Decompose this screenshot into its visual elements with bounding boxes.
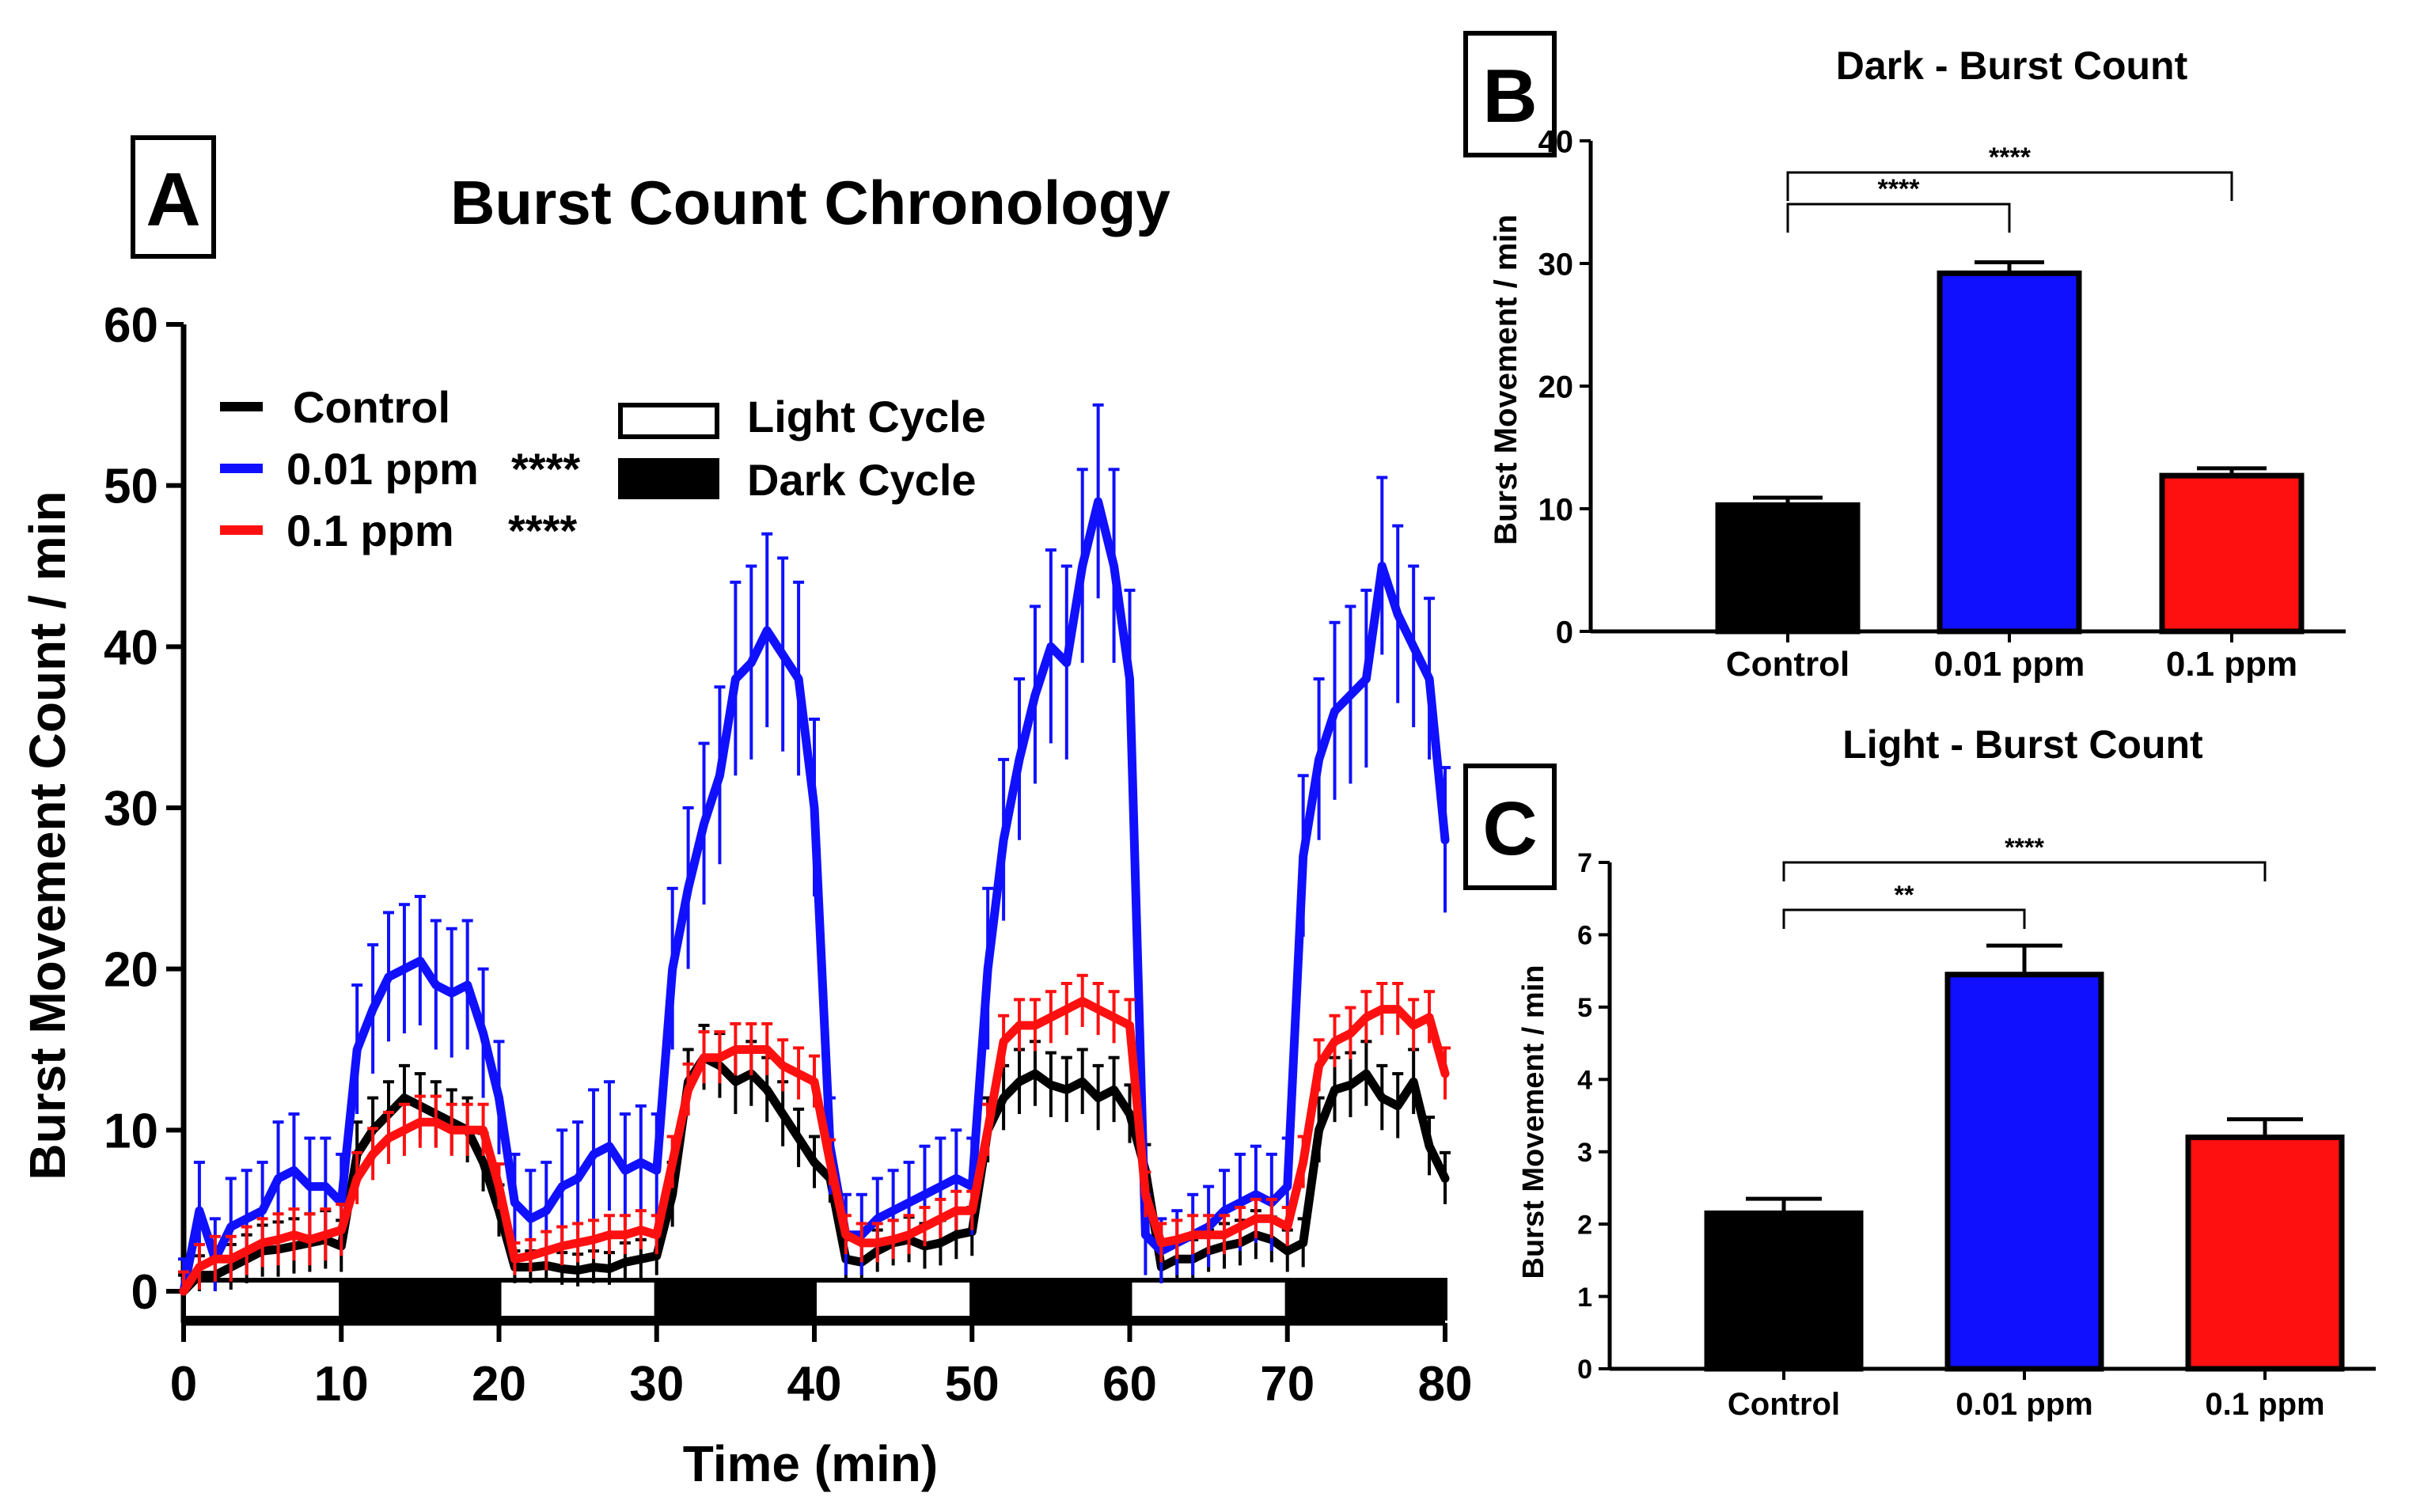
panel-c-significance-bracket <box>1782 908 2026 929</box>
series-control-line <box>179 1053 1450 1296</box>
panel-c-bar-chart: C Light - Burst Count Burst Movement / m… <box>1463 722 2376 1422</box>
panel-a-x-axis-label: Time (min) <box>683 1435 938 1492</box>
panel-c-y-axis-label: Burst Movement / min <box>1517 965 1550 1279</box>
panel-a-letter: A <box>146 157 200 242</box>
panel-c-significance-label: ** <box>1895 881 1914 909</box>
panel-a-x-tick-label: 60 <box>1102 1357 1157 1412</box>
panel-c-y-tick-label: 7 <box>1577 848 1592 878</box>
series-0-01-ppm-line <box>179 497 1450 1296</box>
panel-b-bar-0-01-ppm <box>1937 270 2082 635</box>
panel-c-bar-control <box>1704 1210 1864 1372</box>
panel-b-y-tick-label: 10 <box>1538 492 1574 527</box>
panel-c-y-tick-label: 6 <box>1577 921 1592 951</box>
panel-c-letter: C <box>1482 786 1537 871</box>
legend-sig-0-01-ppm: **** <box>511 444 580 494</box>
legend-swatch-light-cycle <box>618 403 719 439</box>
panel-b-bar-0-1-ppm <box>2159 472 2305 635</box>
panel-b-category-label: 0.01 ppm <box>1934 645 2085 684</box>
panel-b-significance-label: **** <box>1989 142 2032 172</box>
panel-c-y-tick-label: 3 <box>1577 1138 1592 1168</box>
cycle-bar-light <box>181 1278 344 1321</box>
panel-b-bar-chart: B Dark - Burst Count Burst Movement / mi… <box>1463 31 2346 684</box>
panel-b-letter-box <box>1463 31 1557 157</box>
legend-label-0-1-ppm: 0.1 ppm <box>286 506 454 555</box>
cycle-bar-dark <box>339 1278 502 1321</box>
panel-a-x-tick-label: 10 <box>314 1357 369 1412</box>
panel-b-bar-control <box>1715 502 1861 635</box>
legend-sig-0-1-ppm: **** <box>508 506 577 555</box>
panel-c-y-tick-label: 0 <box>1577 1355 1592 1385</box>
panel-b-y-tick-label: 30 <box>1538 247 1574 282</box>
panel-c-title: Light - Burst Count <box>1842 722 2203 767</box>
panel-c-y-tick-label: 2 <box>1577 1210 1592 1240</box>
panel-b-significance-bracket <box>1786 203 2011 233</box>
legend-label-0-01-ppm: 0.01 ppm <box>286 444 479 494</box>
panel-c-letter-box <box>1463 764 1557 890</box>
panel-c-category-label: Control <box>1728 1387 1840 1422</box>
legend-label-light-cycle: Light Cycle <box>747 392 986 441</box>
panel-a-legend: Control 0.01 ppm **** 0.1 ppm **** Light… <box>220 382 986 555</box>
panel-b-y-tick-label: 20 <box>1538 369 1574 404</box>
series-0-01-ppm <box>178 403 1451 1296</box>
panel-a-x-tick-label: 40 <box>787 1357 842 1412</box>
panel-a-y-axis-label: Burst Movement Count / min <box>19 491 76 1180</box>
panel-c-category-label: 0.1 ppm <box>2205 1387 2324 1422</box>
panel-a-y-tick-label: 30 <box>104 782 158 836</box>
panel-a-x-tick-label: 0 <box>170 1357 197 1412</box>
panel-b-letter: B <box>1482 54 1537 138</box>
panel-a-x-tick-label: 30 <box>629 1357 684 1412</box>
panel-c-significance-label: **** <box>2005 833 2044 862</box>
cycle-bar-dark <box>1284 1278 1447 1321</box>
panel-a-x-tick-label: 50 <box>945 1357 1000 1412</box>
panel-c-y-tick-label: 5 <box>1577 993 1592 1023</box>
panel-b-category-label: Control <box>1726 645 1849 684</box>
panel-a-y-tick-label: 40 <box>104 620 158 675</box>
panel-a-y-tick-label: 50 <box>104 460 158 514</box>
panel-a-letter-box <box>131 135 216 259</box>
panel-b-title: Dark - Burst Count <box>1836 44 2188 88</box>
panel-a-x-tick-label: 70 <box>1260 1357 1315 1412</box>
series-0-1-ppm-line <box>179 996 1450 1296</box>
legend-swatch-dark-cycle <box>618 458 719 499</box>
panel-a-title: Burst Count Chronology <box>450 168 1170 237</box>
panel-a-y-tick-label: 0 <box>131 1265 158 1320</box>
cycle-bar-dark <box>654 1278 817 1321</box>
cycle-bar-light <box>1127 1278 1290 1321</box>
cycle-bar-dark <box>969 1278 1132 1321</box>
series-0-1-ppm <box>178 973 1451 1296</box>
panel-c-significance-bracket <box>1782 861 2267 881</box>
panel-b-y-axis-label: Burst Movement / min <box>1489 214 1523 545</box>
panel-c-y-tick-label: 1 <box>1577 1283 1592 1313</box>
panel-a-y-tick-label: 60 <box>104 298 158 353</box>
panel-c-bar-0-01-ppm <box>1944 972 2104 1372</box>
panel-c-category-label: 0.01 ppm <box>1956 1387 2092 1422</box>
cycle-bar-light <box>812 1278 975 1321</box>
panel-a-line-chart: A Burst Count Chronology Burst Movement … <box>19 135 1473 1492</box>
panel-b-significance-bracket <box>1786 171 2233 201</box>
panel-a-x-tick-label: 80 <box>1418 1357 1473 1412</box>
panel-b-category-label: 0.1 ppm <box>2166 645 2297 684</box>
panel-c-bar-0-1-ppm <box>2185 1134 2345 1372</box>
panel-b-y-tick-label: 40 <box>1538 124 1574 159</box>
panel-b-y-tick-label: 0 <box>1556 615 1573 650</box>
panel-a-x-tick-label: 20 <box>472 1357 526 1412</box>
legend-label-control: Control <box>293 382 450 432</box>
panel-c-y-tick-label: 4 <box>1577 1066 1592 1096</box>
legend-label-dark-cycle: Dark Cycle <box>747 455 977 505</box>
panel-a-y-tick-label: 10 <box>104 1104 158 1158</box>
panel-a-y-tick-label: 20 <box>104 943 158 998</box>
panel-b-significance-label: **** <box>1878 174 1921 204</box>
